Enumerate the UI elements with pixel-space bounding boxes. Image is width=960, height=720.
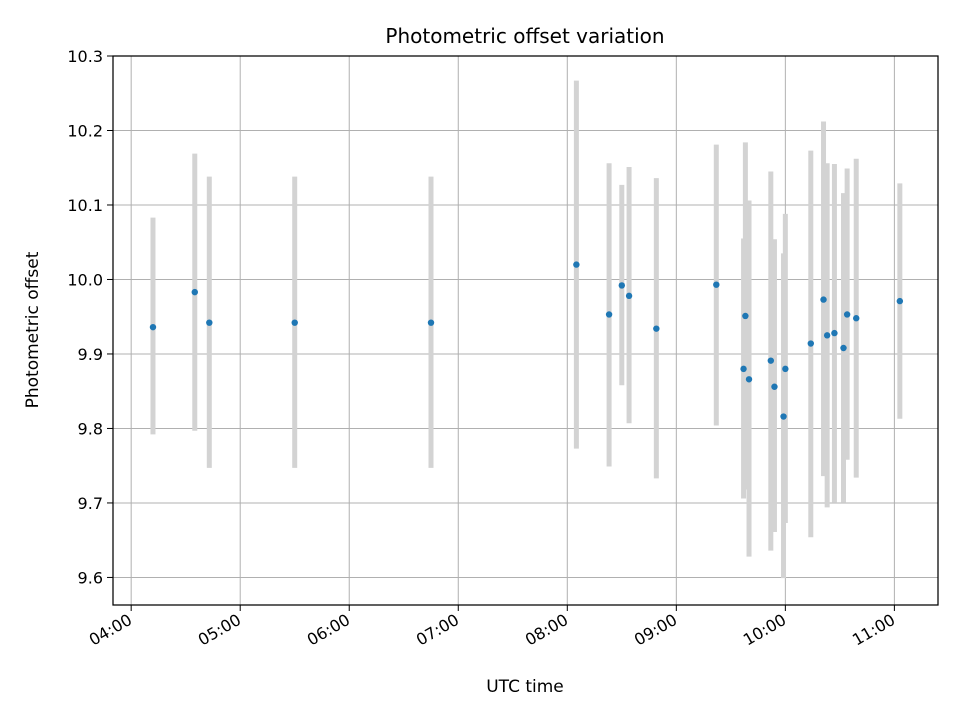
data-point <box>780 413 787 420</box>
data-point <box>605 311 613 318</box>
data-point <box>820 296 827 303</box>
data-point <box>191 288 198 296</box>
data-point <box>896 297 904 305</box>
y-tick-label: 9.9 <box>78 345 103 364</box>
data-point <box>573 261 580 268</box>
y-tick-label: 10.2 <box>67 121 103 140</box>
y-axis-ticks: 9.6 9.7 9.8 9.9 10.0 10.1 10.2 10.3 <box>67 47 113 587</box>
data-point <box>840 344 847 352</box>
data-point <box>742 312 749 320</box>
data-point <box>713 281 720 288</box>
data-point <box>206 319 213 326</box>
data-point <box>782 365 789 373</box>
data-point <box>771 383 778 390</box>
y-tick-label: 9.8 <box>78 419 103 438</box>
data-points <box>149 261 904 420</box>
data-point <box>427 319 435 326</box>
x-axis-label: UTC time <box>486 677 564 697</box>
data-point <box>807 340 814 347</box>
data-point <box>740 365 747 373</box>
data-point <box>149 323 157 331</box>
data-point <box>853 315 860 322</box>
data-point <box>745 376 753 383</box>
data-point <box>843 311 851 318</box>
chart-title: Photometric offset variation <box>385 24 664 48</box>
data-point <box>625 292 633 300</box>
plot-frame <box>112 55 939 606</box>
y-tick-label: 10.0 <box>67 270 103 289</box>
y-tick-label: 9.6 <box>78 568 103 587</box>
y-tick-label: 10.3 <box>67 47 103 66</box>
data-point <box>618 282 626 289</box>
y-axis-label: Photometric offset <box>23 251 43 408</box>
data-point <box>653 325 660 332</box>
data-point <box>823 332 831 339</box>
data-point <box>291 319 298 326</box>
data-point <box>831 329 838 337</box>
grid <box>113 55 938 605</box>
y-tick-label: 10.1 <box>67 196 103 215</box>
data-point <box>767 357 775 364</box>
y-tick-label: 9.7 <box>78 494 103 513</box>
